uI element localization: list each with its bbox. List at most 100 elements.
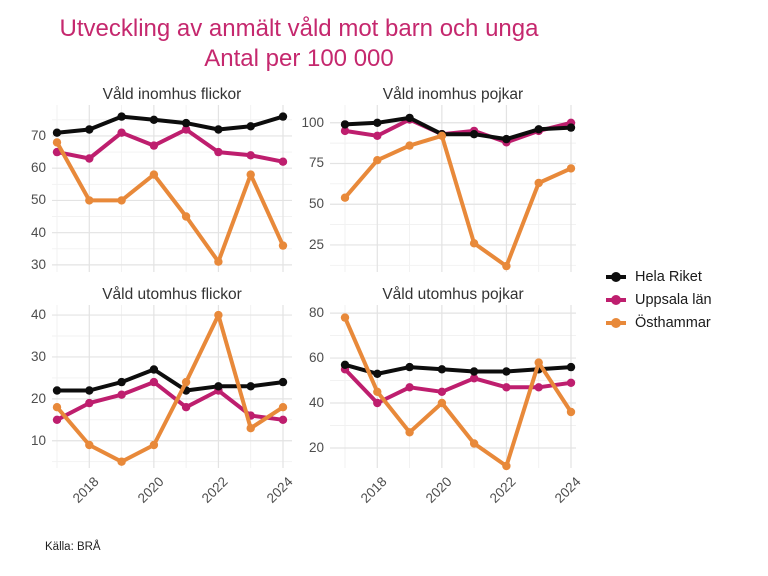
series-line-hela-riket (344, 115, 572, 142)
data-point-hela-riket (52, 386, 62, 395)
line-chart-inomhus-flickor (52, 105, 292, 272)
data-point-hela-riket (469, 367, 479, 376)
data-point-hela-riket (52, 128, 62, 137)
data-point-uppsala-l-n (181, 125, 191, 134)
chart-title-line1: Utveckling av anmält våld mot barn och u… (59, 15, 539, 42)
data-point--sthammar (246, 424, 255, 433)
data-point--sthammar (117, 457, 126, 466)
panel-title-utomhus-flickor: Våld utomhus flickor (102, 286, 242, 303)
data-point--sthammar (340, 313, 350, 322)
y-axis-tick-label: 40 (30, 307, 46, 323)
line-chart-utomhus-flickor (52, 305, 292, 468)
x-axis-tick-label: 2024 (551, 474, 584, 506)
data-point--sthammar (85, 440, 94, 450)
y-axis-tick-label: 40 (30, 224, 46, 240)
legend-item-hela-riket: Hela Riket (606, 267, 712, 286)
data-point--sthammar (85, 196, 94, 205)
data-point--sthammar (52, 138, 62, 147)
data-point--sthammar (469, 439, 479, 448)
data-point--sthammar (437, 398, 447, 408)
line-point-marker-icon (606, 271, 626, 283)
data-point--sthammar (214, 310, 223, 320)
data-point-hela-riket (278, 112, 288, 121)
series-line-hela-riket (57, 367, 284, 393)
y-axis-tick-label: 60 (30, 160, 46, 176)
y-axis-tick-label: 75 (308, 155, 324, 171)
legend-label: Hela Riket (635, 268, 702, 285)
line-point-marker-icon (606, 317, 626, 329)
line-chart-utomhus-pojkar (330, 305, 576, 471)
data-point--sthammar (340, 193, 350, 202)
data-point-uppsala-l-n (437, 387, 447, 396)
data-point-hela-riket (502, 134, 511, 144)
data-point--sthammar (278, 241, 288, 250)
data-point--sthammar (181, 212, 191, 221)
panel-title-inomhus-flickor: Våld inomhus flickor (102, 86, 242, 103)
data-point-uppsala-l-n (502, 383, 511, 392)
source-caption: Källa: BRÅ (45, 541, 101, 553)
data-point--sthammar (502, 261, 511, 271)
data-point-hela-riket (181, 118, 191, 128)
data-point--sthammar (534, 178, 543, 188)
data-point-hela-riket (340, 360, 350, 369)
panel-inomhus-pojkar: 25 50 75 100 (290, 105, 576, 315)
data-point-uppsala-l-n (117, 390, 126, 399)
data-point-hela-riket (117, 112, 126, 121)
data-point-hela-riket (214, 382, 223, 391)
chart-canvas (330, 305, 576, 471)
panel-utomhus-pojkar: 20 40 60 80 2018 2020 2022 2024 (290, 305, 584, 569)
data-point--sthammar (149, 440, 159, 450)
y-axis-tick-label: 80 (308, 305, 324, 321)
data-point--sthammar (566, 407, 576, 417)
chart-canvas (52, 105, 292, 272)
data-point-uppsala-l-n (85, 154, 94, 163)
x-axis-tick-label: 2022 (487, 474, 520, 506)
series-line--sthammar (343, 133, 572, 269)
series-line--sthammar (343, 316, 573, 468)
y-axis-tick-label: 10 (30, 432, 46, 448)
data-point-uppsala-l-n (246, 151, 255, 160)
x-axis-tick-label: 2020 (134, 474, 167, 506)
data-point-hela-riket (246, 382, 255, 391)
y-axis-tick-label: 20 (308, 439, 324, 455)
data-point-uppsala-l-n (52, 415, 62, 424)
panel-title-utomhus-pojkar: Våld utomhus pojkar (382, 286, 524, 303)
data-point-hela-riket (405, 113, 414, 123)
data-point--sthammar (502, 461, 511, 471)
data-point-uppsala-l-n (373, 131, 382, 140)
series-line-uppsala-l-n (56, 127, 284, 164)
panel-title-inomhus-pojkar: Våld inomhus pojkar (382, 86, 524, 103)
data-point-hela-riket (340, 120, 350, 129)
data-point-hela-riket (117, 377, 126, 387)
data-point--sthammar (566, 164, 576, 173)
x-axis-tick-label: 2022 (199, 474, 232, 506)
data-point-hela-riket (566, 123, 576, 132)
data-point-hela-riket (149, 115, 159, 124)
chart-canvas (330, 105, 576, 272)
chart-canvas (52, 305, 292, 468)
data-point-uppsala-l-n (340, 126, 350, 136)
x-axis-tick-label: 2018 (358, 474, 390, 506)
data-point--sthammar (534, 358, 543, 367)
series-line--sthammar (55, 141, 285, 264)
data-point-uppsala-l-n (534, 383, 543, 392)
data-point-hela-riket (278, 377, 288, 387)
y-axis-tick-label: 100 (301, 114, 324, 130)
data-point-hela-riket (437, 365, 447, 374)
x-axis-tick-label: 2020 (422, 474, 455, 506)
data-point--sthammar (373, 156, 382, 165)
panel-inomhus-flickor: 30 40 50 60 70 (12, 105, 292, 315)
data-point-hela-riket (373, 369, 382, 378)
y-axis-tick-label: 30 (30, 256, 46, 272)
data-point-uppsala-l-n (149, 141, 159, 150)
data-point-uppsala-l-n (469, 374, 479, 383)
data-point-uppsala-l-n (566, 378, 576, 387)
data-point-hela-riket (373, 118, 382, 127)
y-axis-tick-label: 70 (30, 127, 46, 143)
y-axis-tick-label: 30 (30, 348, 46, 364)
y-axis-tick-label: 50 (30, 192, 46, 208)
panel-utomhus-flickor: 10 20 30 40 2018 2020 2022 2024 (12, 305, 296, 569)
data-point-hela-riket (502, 367, 511, 376)
x-axis-tick-label: 2018 (70, 474, 102, 506)
data-point-hela-riket (85, 125, 94, 134)
